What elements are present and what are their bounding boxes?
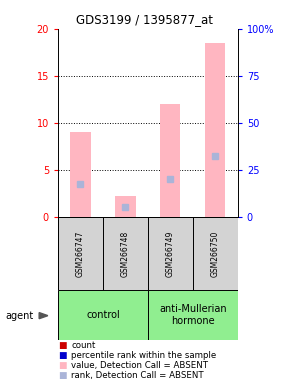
Text: percentile rank within the sample: percentile rank within the sample bbox=[71, 351, 216, 360]
Bar bbox=[70, 132, 90, 217]
Bar bbox=[148, 290, 238, 340]
Text: GSM266747: GSM266747 bbox=[76, 230, 85, 276]
Bar bbox=[205, 43, 225, 217]
Bar bbox=[115, 196, 135, 217]
Text: GSM266750: GSM266750 bbox=[211, 230, 220, 276]
Text: control: control bbox=[86, 310, 120, 320]
Bar bbox=[103, 217, 148, 290]
Text: GDS3199 / 1395877_at: GDS3199 / 1395877_at bbox=[77, 13, 213, 26]
Bar bbox=[160, 104, 180, 217]
Polygon shape bbox=[39, 313, 48, 319]
Text: value, Detection Call = ABSENT: value, Detection Call = ABSENT bbox=[71, 361, 208, 370]
Text: ■: ■ bbox=[58, 371, 66, 380]
Text: rank, Detection Call = ABSENT: rank, Detection Call = ABSENT bbox=[71, 371, 204, 380]
Bar bbox=[58, 217, 103, 290]
Text: GSM266749: GSM266749 bbox=[166, 230, 175, 276]
Text: ■: ■ bbox=[58, 361, 66, 370]
Text: ■: ■ bbox=[58, 341, 66, 350]
Text: agent: agent bbox=[6, 311, 34, 321]
Bar bbox=[58, 290, 148, 340]
Text: count: count bbox=[71, 341, 95, 350]
Text: anti-Mullerian
hormone: anti-Mullerian hormone bbox=[159, 304, 227, 326]
Bar bbox=[193, 217, 238, 290]
Text: GSM266748: GSM266748 bbox=[121, 230, 130, 276]
Bar bbox=[148, 217, 193, 290]
Text: ■: ■ bbox=[58, 351, 66, 360]
